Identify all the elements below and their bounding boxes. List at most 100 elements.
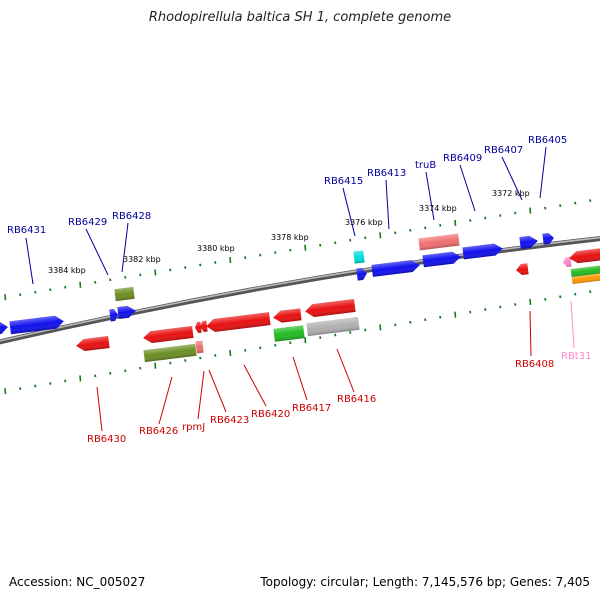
minor-tick	[439, 315, 442, 319]
minor-tick	[409, 320, 412, 324]
minor-tick	[319, 243, 322, 247]
minor-tick	[424, 318, 427, 322]
gene-arrow[interactable]	[0, 321, 9, 335]
minor-tick	[364, 328, 367, 332]
minor-tick	[169, 268, 172, 272]
gene-label[interactable]: rpmJ	[182, 422, 205, 433]
gene-box-rb6416[interactable]	[306, 316, 360, 337]
gene-box-trub[interactable]	[418, 233, 460, 251]
scale-label: 3378 kbp	[271, 233, 309, 242]
leader-line	[158, 376, 173, 425]
leader-line	[208, 369, 227, 413]
scale-label: 3380 kbp	[197, 244, 235, 253]
gene-label[interactable]: RB6417	[292, 403, 331, 414]
gene-arrow-rb6413[interactable]	[371, 259, 420, 277]
minor-tick	[349, 331, 352, 334]
gene-box-rb6426[interactable]	[143, 343, 197, 363]
minor-tick	[559, 295, 562, 299]
major-tick	[529, 298, 532, 305]
minor-tick	[259, 253, 262, 257]
label-leader-lines	[25, 146, 575, 432]
gene-label[interactable]: RB6408	[515, 359, 554, 370]
scale-label: 3374 kbp	[419, 204, 457, 213]
minor-tick	[244, 348, 247, 352]
genome-backbone	[0, 236, 600, 345]
minor-tick	[169, 361, 172, 365]
upper-tick-row	[4, 199, 592, 301]
minor-tick	[334, 241, 337, 245]
minor-tick	[349, 238, 352, 242]
gene-label[interactable]: RB6420	[251, 409, 290, 420]
gene-labels: RB6431 RB6429 RB6428 RB6415 RB6413 truB RB6409…	[7, 135, 591, 445]
gene-label[interactable]: RB6405	[528, 135, 567, 146]
gene-box-rpmj[interactable]	[195, 340, 204, 354]
gene-label[interactable]: RB6431	[7, 225, 46, 236]
gene-label[interactable]: RB6423	[210, 415, 249, 426]
gene-arrow-rb6430[interactable]	[75, 336, 110, 352]
gene-label[interactable]: RB6426	[139, 426, 178, 437]
gene-arrow-rpmj[interactable]	[199, 320, 208, 333]
gene-label[interactable]: RB6415	[324, 176, 363, 187]
scale-label: 3382 kbp	[123, 255, 161, 264]
leader-line	[25, 237, 34, 285]
gene-label[interactable]: RB6416	[337, 394, 376, 405]
gene-arrow-rb6408[interactable]	[515, 263, 529, 276]
gene-label[interactable]: RB6430	[87, 434, 126, 445]
gene-label[interactable]: truB	[415, 160, 436, 171]
minor-tick	[469, 310, 472, 314]
minor-tick	[199, 356, 202, 360]
gene-label[interactable]: RB6429	[68, 217, 107, 228]
minor-tick	[94, 374, 97, 378]
gene-arrow-rb6420[interactable]	[272, 308, 302, 323]
minor-tick	[259, 346, 262, 350]
gene-box-right-orange[interactable]	[571, 273, 600, 284]
gene-label[interactable]: RB6407	[484, 145, 523, 156]
gene-label[interactable]: RBt31	[561, 351, 591, 362]
minor-tick	[364, 236, 367, 240]
gene-label[interactable]: RB6428	[112, 211, 151, 222]
leader-line	[570, 300, 575, 349]
minor-tick	[589, 199, 592, 203]
gene-trna-rbt31[interactable]	[562, 256, 572, 268]
gene-arrow-rb6431[interactable]	[9, 315, 64, 335]
minor-tick	[184, 359, 187, 362]
gene-arrow-right-edge[interactable]	[568, 247, 600, 264]
minor-tick	[484, 216, 487, 220]
gene-arrow-rb6423[interactable]	[205, 312, 271, 333]
gene-arrow-rb6426[interactable]	[142, 325, 194, 344]
gene-arrow-small[interactable]	[194, 321, 202, 334]
backbone-highlight	[0, 236, 600, 342]
leader-line	[85, 228, 109, 276]
leader-line	[501, 156, 523, 201]
scale-label: 3372 kbp	[492, 189, 530, 198]
gene-arrow-rb6407[interactable]	[519, 235, 538, 250]
leader-line	[197, 370, 205, 420]
major-tick	[154, 362, 157, 369]
gene-arrow-rb6405[interactable]	[542, 232, 554, 245]
gene-label[interactable]: RB6409	[443, 153, 482, 164]
gene-box-olive[interactable]	[114, 286, 135, 302]
gene-arrow-trub[interactable]	[422, 251, 461, 268]
gene-box-right-green[interactable]	[570, 264, 600, 278]
leader-line	[96, 386, 103, 432]
gene-arrow-rb6415[interactable]	[356, 267, 367, 281]
gene-arrow-rb6409[interactable]	[462, 243, 503, 260]
gene-arrow-rb6429[interactable]	[109, 308, 118, 322]
minor-tick	[49, 382, 52, 385]
minor-tick	[64, 285, 67, 289]
gene-box-green[interactable]	[273, 325, 305, 342]
gene-arrow-rb6417[interactable]	[304, 299, 356, 318]
minor-tick	[19, 387, 22, 390]
gene-label[interactable]: RB6413	[367, 168, 406, 179]
minor-tick	[574, 292, 577, 296]
gene-box-rb6415[interactable]	[353, 250, 365, 264]
major-tick	[4, 294, 7, 301]
accession-text: Accession: NC_005027	[9, 575, 146, 589]
minor-tick	[139, 273, 142, 277]
minor-tick	[334, 333, 337, 337]
gene-arrow-rb6428[interactable]	[117, 305, 136, 320]
leader-line	[425, 171, 435, 221]
minor-tick	[289, 248, 292, 252]
scale-label: 3384 kbp	[48, 266, 86, 275]
